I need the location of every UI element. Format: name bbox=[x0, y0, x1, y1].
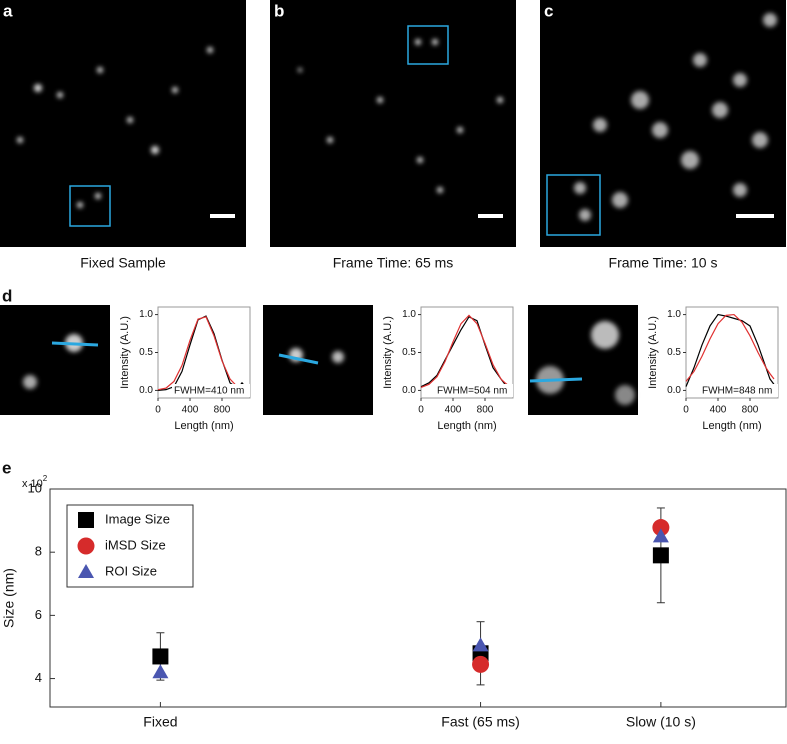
profile-line bbox=[51, 341, 99, 347]
y-axis-label: Intensity (A.U.) bbox=[119, 316, 131, 389]
marker-triangle bbox=[472, 637, 489, 652]
profile-line bbox=[420, 316, 510, 388]
y-tick-label: 8 bbox=[35, 544, 42, 559]
x-tick-label: Slow (10 s) bbox=[626, 714, 696, 730]
caption: Fixed Sample bbox=[80, 255, 166, 271]
image-d1 bbox=[0, 305, 110, 415]
y-axis-label: Intensity (A.U.) bbox=[647, 316, 659, 389]
annotation: FWHM=410 nm bbox=[174, 386, 244, 397]
y-tick-label: 0.0 bbox=[139, 385, 153, 396]
marker-circle bbox=[652, 519, 670, 537]
annotation: FWHM=848 nm bbox=[702, 386, 772, 397]
plot-frame bbox=[49, 488, 787, 708]
y-axis-label: Size (nm) bbox=[1, 568, 17, 628]
panel-label: d bbox=[2, 286, 12, 305]
image-d2 bbox=[263, 305, 373, 415]
x-tick-label: Fast (65 ms) bbox=[441, 714, 520, 730]
scale-bar bbox=[210, 214, 235, 218]
marker-circle bbox=[77, 537, 95, 555]
marker-square bbox=[152, 648, 169, 665]
y-tick-label: 1.0 bbox=[139, 309, 153, 320]
x-axis-label: Length (nm) bbox=[437, 420, 496, 432]
y-axis-label: Intensity (A.U.) bbox=[382, 316, 394, 389]
profile-line bbox=[278, 353, 319, 365]
panel-label: b bbox=[274, 1, 284, 20]
spot bbox=[615, 385, 635, 405]
y-tick-label: 10 bbox=[28, 480, 42, 495]
caption: Frame Time: 10 s bbox=[609, 255, 718, 271]
panel-label: a bbox=[3, 1, 13, 20]
profile-line bbox=[157, 315, 247, 392]
legend-label: Image Size bbox=[105, 511, 170, 526]
annotation: FWHM=504 nm bbox=[437, 386, 507, 397]
x-tick-label: 800 bbox=[742, 405, 759, 416]
y-tick-label: 1.0 bbox=[402, 309, 416, 320]
scale-bar bbox=[478, 214, 503, 218]
spots-a bbox=[17, 47, 213, 208]
profile-line bbox=[685, 313, 775, 382]
roi-box bbox=[407, 25, 449, 65]
caption: Frame Time: 65 ms bbox=[333, 255, 454, 271]
x-tick-label: 0 bbox=[683, 405, 689, 416]
multiplier-exponent: 2 bbox=[43, 474, 48, 483]
x-axis-label: Length (nm) bbox=[174, 420, 233, 432]
y-tick-label: 0.0 bbox=[667, 385, 681, 396]
axis-multiplier: x 102 bbox=[22, 474, 48, 490]
annotation-bg bbox=[700, 384, 778, 397]
marker-triangle bbox=[652, 528, 669, 543]
x-tick-label: 400 bbox=[710, 405, 727, 416]
marker-square bbox=[78, 512, 94, 528]
image-b bbox=[270, 0, 516, 247]
roi-box bbox=[69, 185, 111, 227]
y-tick-label: 1.0 bbox=[667, 309, 681, 320]
y-tick-label: 4 bbox=[35, 670, 42, 685]
y-tick-label: 0.5 bbox=[667, 347, 681, 358]
spot bbox=[332, 351, 344, 363]
scale-bar bbox=[736, 214, 774, 218]
profile-line bbox=[157, 316, 247, 391]
annotation-bg bbox=[435, 384, 513, 397]
panel-label: e bbox=[2, 458, 11, 477]
spots-b bbox=[298, 39, 503, 193]
multiplier-base: x 10 bbox=[22, 478, 43, 490]
spot bbox=[23, 375, 37, 389]
x-axis-label: Length (nm) bbox=[702, 420, 761, 432]
marker-triangle bbox=[78, 564, 94, 578]
x-tick-label: 800 bbox=[214, 405, 231, 416]
profile-line bbox=[420, 314, 510, 388]
profile-line bbox=[685, 313, 775, 387]
legend-label: ROI Size bbox=[105, 563, 157, 578]
x-tick-label: 400 bbox=[182, 405, 199, 416]
image-a bbox=[0, 0, 246, 247]
x-tick-label: 0 bbox=[418, 405, 424, 416]
marker-circle bbox=[472, 655, 490, 673]
spot bbox=[591, 321, 619, 349]
y-tick-label: 0.5 bbox=[402, 347, 416, 358]
micrographs bbox=[0, 0, 786, 415]
marker-triangle bbox=[152, 664, 169, 679]
y-tick-label: 0.5 bbox=[139, 347, 153, 358]
annotation-bg bbox=[172, 384, 250, 397]
spots-c bbox=[574, 13, 777, 221]
x-tick-label: 0 bbox=[155, 405, 161, 416]
x-tick-label: 400 bbox=[445, 405, 462, 416]
y-tick-label: 6 bbox=[35, 607, 42, 622]
x-tick-label: Fixed bbox=[143, 714, 177, 730]
profile-line bbox=[529, 377, 583, 383]
panel-label: c bbox=[544, 1, 553, 20]
x-tick-label: 800 bbox=[477, 405, 494, 416]
y-tick-label: 0.0 bbox=[402, 385, 416, 396]
roi-box bbox=[546, 174, 601, 236]
marker-square bbox=[652, 547, 669, 564]
legend-label: iMSD Size bbox=[105, 537, 166, 552]
